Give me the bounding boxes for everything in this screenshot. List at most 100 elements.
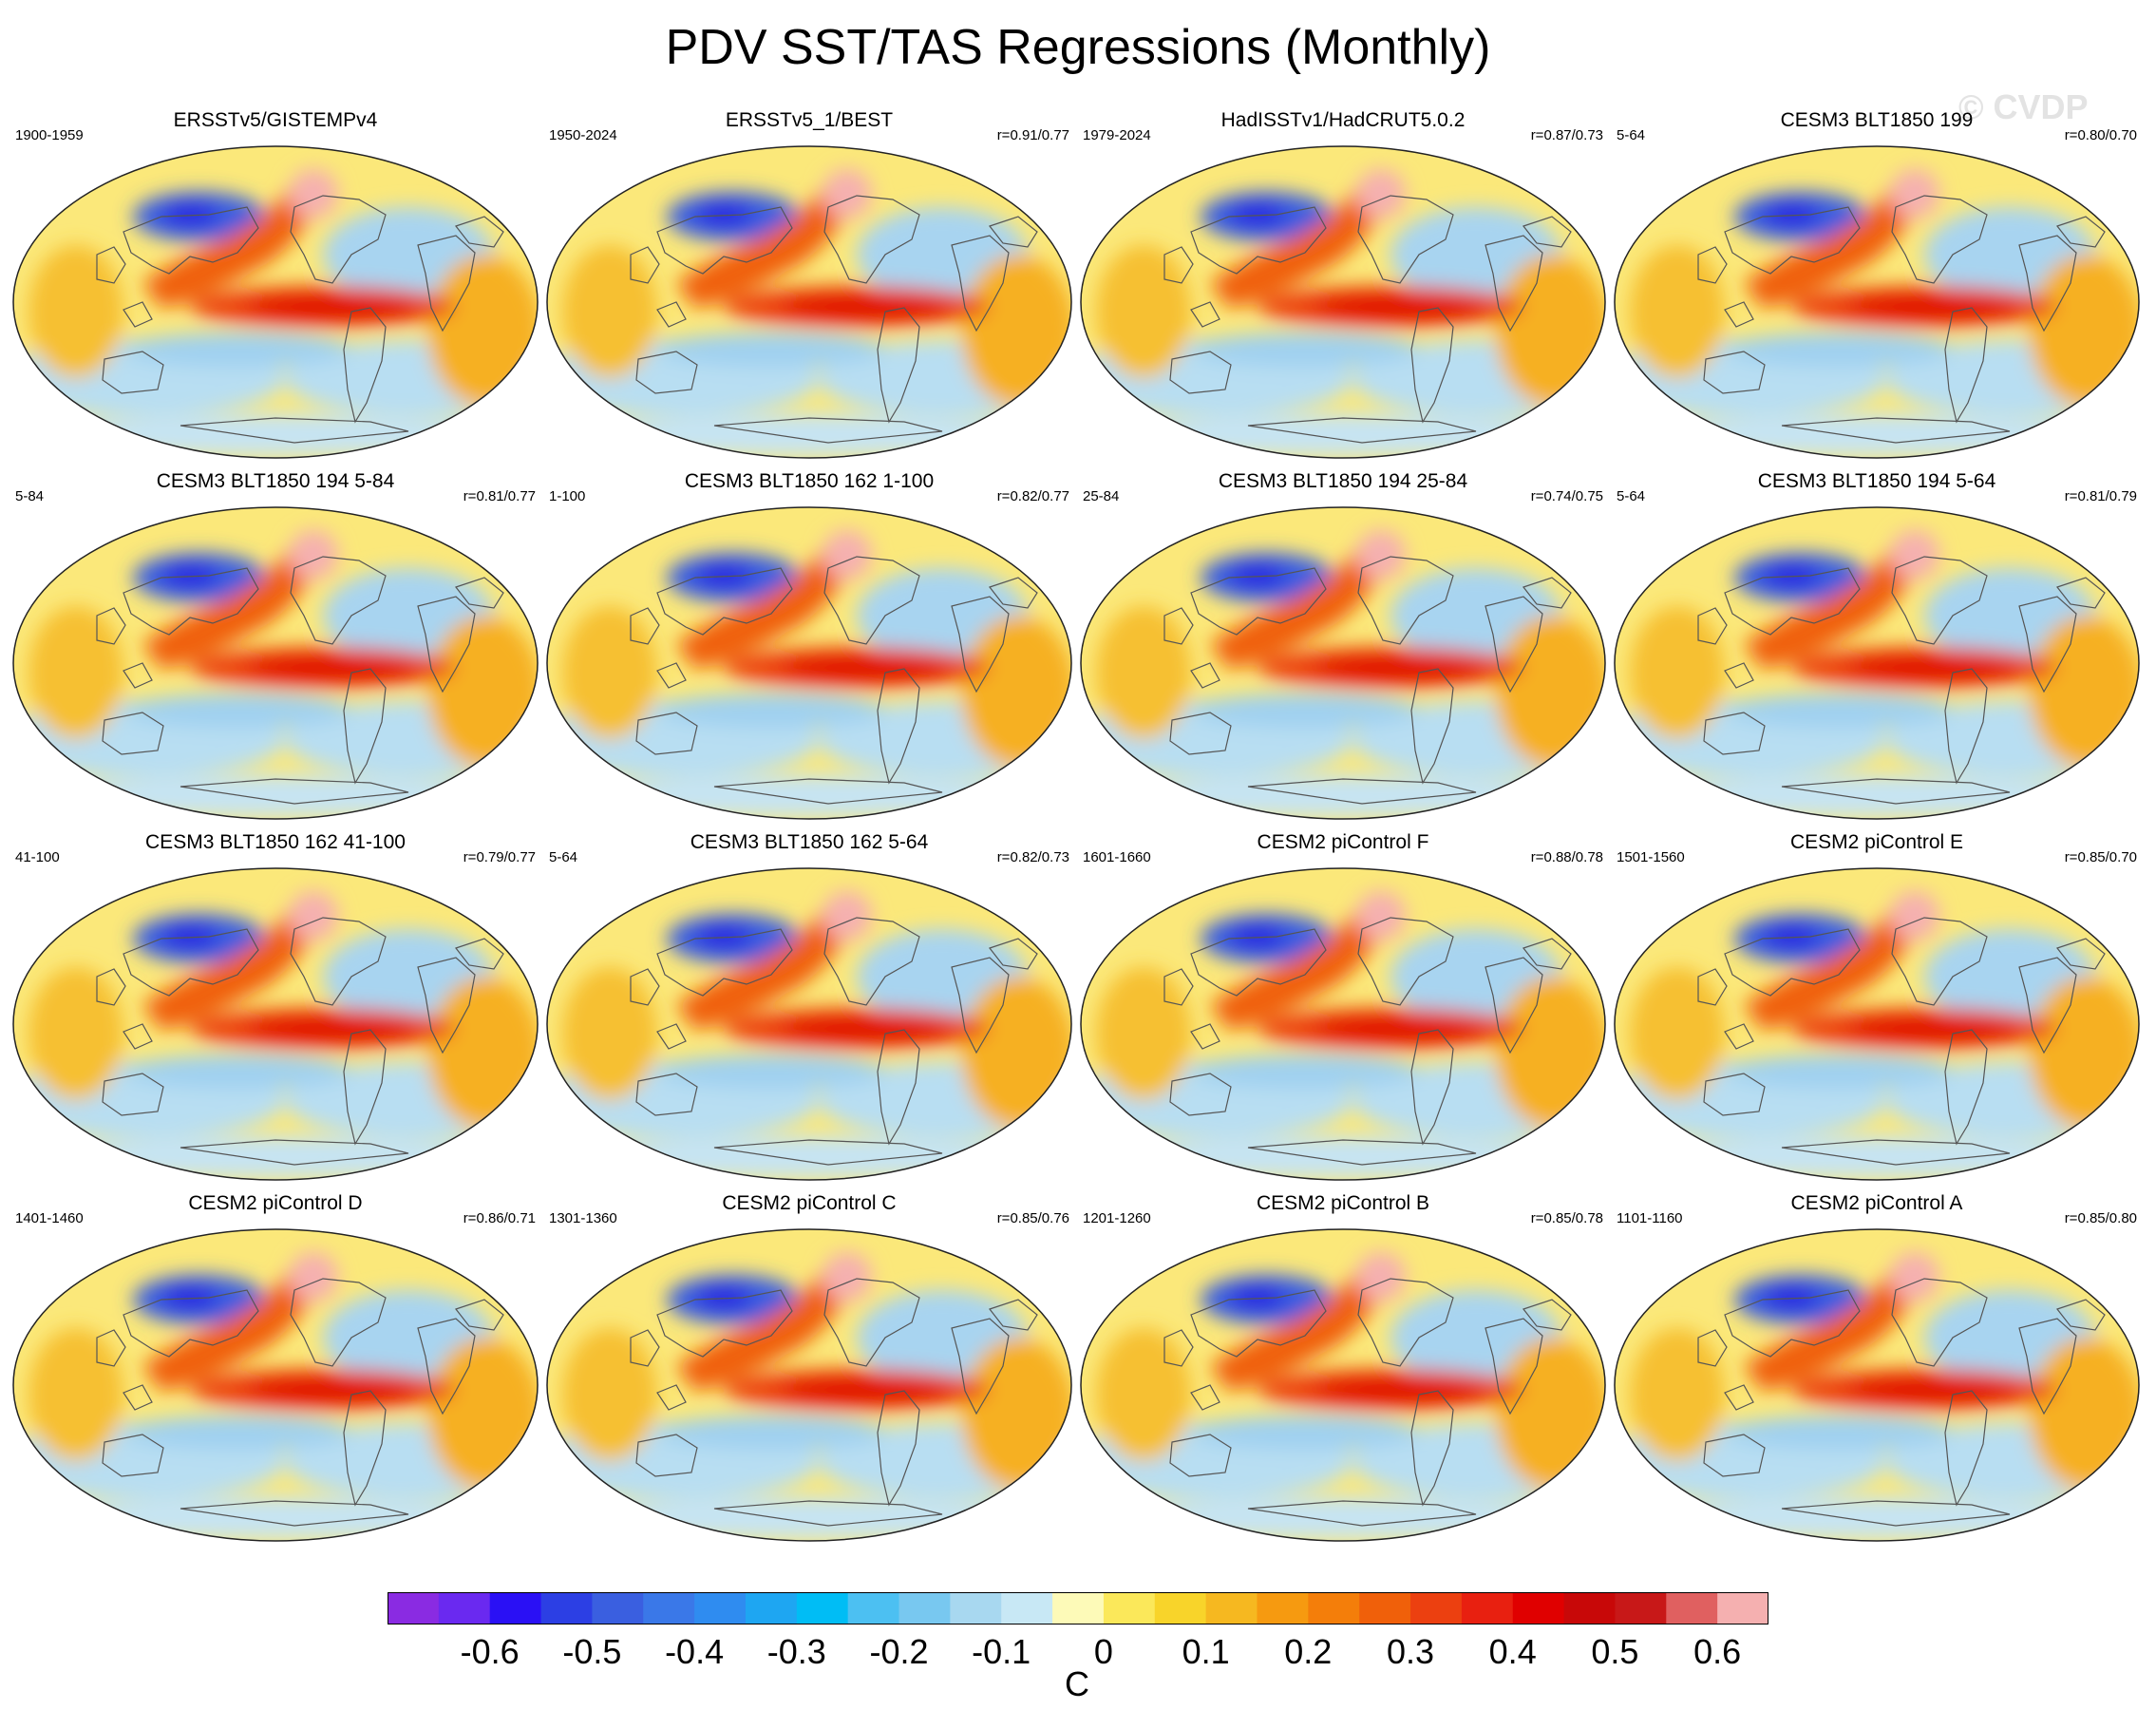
panel-correlation: r=0.87/0.73 [1530,127,1603,143]
panel-title: HadISSTv1/HadCRUT5.0.2 [1220,109,1466,131]
panel-title: CESM2 piControl A [1790,1192,1963,1214]
colorbar-swatch [1563,1592,1616,1624]
map-panel: ERSSTv5/GISTEMPv4 1900-1959 [9,108,541,479]
colorbar-tick-label: -0.2 [869,1632,929,1671]
colorbar-swatch [1615,1592,1667,1624]
colorbar-swatch [745,1592,798,1624]
colorbar-swatch [1666,1592,1718,1624]
regression-map [12,145,539,459]
panel-correlation: r=0.81/0.79 [2064,488,2137,504]
colorbar-swatch [1717,1592,1768,1624]
colorbar-swatch [898,1592,951,1624]
colorbar-tick-label: 0.5 [1591,1632,1639,1671]
panel-title: CESM3 BLT1850 194 25-84 [1218,470,1468,492]
map-panel: CESM3 BLT1850 199 5-64 r=0.80/0.70 [1611,108,2143,479]
map-panel: CESM3 BLT1850 194 5-84 5-84 r=0.81/0.77 [9,469,541,840]
panel-period: 1101-1160 [1617,1210,1683,1226]
panel-period: 1601-1660 [1083,849,1151,865]
colorbar-swatch [1001,1592,1053,1624]
panel-correlation: r=0.85/0.70 [2064,849,2137,865]
panel-correlation: r=0.86/0.71 [463,1210,536,1226]
colorbar-tick-label: 0.1 [1182,1632,1230,1671]
regression-map [546,867,1072,1181]
map-panel: CESM2 piControl A 1101-1160 r=0.85/0.80 [1611,1191,2143,1562]
colorbar-swatch [643,1592,695,1624]
colorbar-tick-label: -0.4 [665,1632,725,1671]
colorbar-swatch [540,1592,593,1624]
map-panel: CESM3 BLT1850 162 1-100 1-100 r=0.82/0.77 [543,469,1075,840]
colorbar-swatch [438,1592,491,1624]
regression-map [1614,506,2140,820]
panel-period: 1900-1959 [15,127,84,143]
panel-title: CESM2 piControl F [1257,831,1429,853]
watermark: © CVDP [1958,87,2089,126]
colorbar-tick-label: 0 [1093,1632,1113,1671]
panel-period: 25-84 [1083,488,1120,504]
colorbar-swatch [847,1592,900,1624]
panel-period: 41-100 [15,849,60,865]
panel-title: CESM3 BLT1850 162 1-100 [684,470,935,492]
panel-correlation: r=0.80/0.70 [2064,127,2137,143]
regression-map [1614,1228,2140,1542]
colorbar-tick-label: -0.6 [460,1632,520,1671]
regression-map [1080,145,1606,459]
panel-correlation: r=0.81/0.77 [463,488,536,504]
colorbar-tick-label: 0.3 [1386,1632,1435,1671]
panel-title: ERSSTv5/GISTEMPv4 [173,109,378,131]
panel-correlation: r=0.85/0.78 [1530,1210,1603,1226]
map-panel: CESM3 BLT1850 194 25-84 25-84 r=0.74/0.75 [1077,469,1609,840]
panel-period: 1-100 [549,488,586,504]
panel-title: ERSSTv5_1/BEST [725,109,894,131]
map-panel: ERSSTv5_1/BEST 1950-2024 r=0.91/0.77 [543,108,1075,479]
page-title: PDV SST/TAS Regressions (Monthly) [665,20,1491,75]
panel-correlation: r=0.82/0.73 [996,849,1069,865]
colorbar-unit-label: C [1065,1664,1089,1703]
regression-map [1080,1228,1606,1542]
panel-title: CESM3 BLT1850 194 5-64 [1757,470,1996,492]
panel-correlation: r=0.91/0.77 [996,127,1069,143]
colorbar-swatch [1410,1592,1463,1624]
panel-period: 5-64 [549,849,578,865]
panel-title: CESM2 piControl B [1256,1192,1430,1214]
panel-period: 1301-1360 [549,1210,617,1226]
colorbar-swatch [1512,1592,1565,1624]
panel-title: CESM3 BLT1850 194 5-84 [156,470,395,492]
panel-title: CESM3 BLT1850 199 [1780,109,1974,131]
panel-title: CESM3 BLT1850 162 5-64 [690,831,929,853]
panel-title: CESM2 piControl C [722,1192,897,1214]
colorbar-swatch [388,1592,440,1624]
colorbar-tick-label: -0.5 [562,1632,622,1671]
panel-period: 1979-2024 [1083,127,1151,143]
panel-title: CESM2 piControl D [188,1192,363,1214]
colorbar-swatch [1461,1592,1514,1624]
colorbar-swatch [1257,1592,1309,1624]
colorbar-tick-label: -0.1 [972,1632,1031,1671]
panel-correlation: r=0.85/0.80 [2064,1210,2137,1226]
panel-period: 1501-1560 [1617,849,1685,865]
colorbar-swatch [1154,1592,1207,1624]
colorbar-tick-label: 0.4 [1488,1632,1537,1671]
colorbar-tick-label: 0.2 [1284,1632,1333,1671]
colorbar-swatch [489,1592,542,1624]
colorbar-swatch [1205,1592,1258,1624]
colorbar-tick-label: -0.3 [766,1632,826,1671]
map-panel: CESM3 BLT1850 162 41-100 41-100 r=0.79/0.7… [9,830,541,1201]
map-panel: CESM2 piControl E 1501-1560 r=0.85/0.70 [1611,830,2143,1201]
regression-map [546,145,1072,459]
panel-correlation: r=0.74/0.75 [1530,488,1603,504]
regression-map [12,506,539,820]
map-panel: CESM3 BLT1850 162 5-64 5-64 r=0.82/0.73 [543,830,1075,1201]
panel-correlation: r=0.85/0.76 [996,1210,1069,1226]
panel-period: 1950-2024 [549,127,617,143]
colorbar-tick-label: 0.6 [1693,1632,1742,1671]
regression-map [546,506,1072,820]
regression-map [1080,506,1606,820]
panel-title: CESM2 piControl E [1789,831,1964,853]
map-panel: CESM2 piControl C 1301-1360 r=0.85/0.76 [543,1191,1075,1562]
regression-map [546,1228,1072,1542]
panel-period: 5-64 [1617,488,1646,504]
panel-period: 5-64 [1617,127,1646,143]
colorbar-swatch [592,1592,644,1624]
map-panel: HadISSTv1/HadCRUT5.0.2 1979-2024 r=0.87/0.… [1077,108,1609,479]
map-panel: CESM2 piControl B 1201-1260 r=0.85/0.78 [1077,1191,1609,1562]
